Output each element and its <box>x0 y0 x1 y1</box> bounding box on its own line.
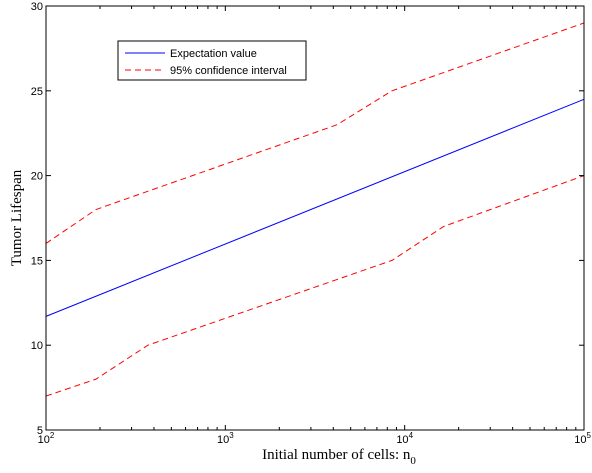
legend-box <box>117 40 307 81</box>
series-line-2 <box>45 175 585 397</box>
x-tick-label: 102 <box>38 431 55 446</box>
x-tick-label: 103 <box>217 431 234 446</box>
x-axis-label-main: Initial number of cells: n <box>262 447 411 463</box>
y-tick-label: 15 <box>31 255 43 267</box>
series-line-1 <box>45 22 585 244</box>
y-tick-label: 25 <box>31 86 43 98</box>
legend-label-expectation: Expectation value <box>170 48 257 60</box>
y-tick-label: 10 <box>31 340 43 352</box>
y-tick-label: 30 <box>31 1 43 13</box>
y-axis-label: Tumor Lifespan <box>9 169 25 266</box>
x-tick-label: 105 <box>574 431 591 446</box>
x-axis-label: Initial number of cells: n0 <box>262 447 416 467</box>
x-tick-label: 104 <box>396 431 413 446</box>
series-line-0 <box>45 98 585 317</box>
series-layer <box>45 22 585 397</box>
y-tick-label: 5 <box>37 425 43 437</box>
legend-label-confidence: 95% confidence interval <box>170 65 287 77</box>
legend: Expectation value 95% confidence interva… <box>117 40 307 81</box>
ticks-layer: 5 10 15 20 25 30 102 103 104 105 <box>31 1 592 446</box>
y-tick-label: 20 <box>31 171 43 183</box>
x-axis-label-subscript: 0 <box>410 455 416 467</box>
plot-frame <box>45 5 585 431</box>
